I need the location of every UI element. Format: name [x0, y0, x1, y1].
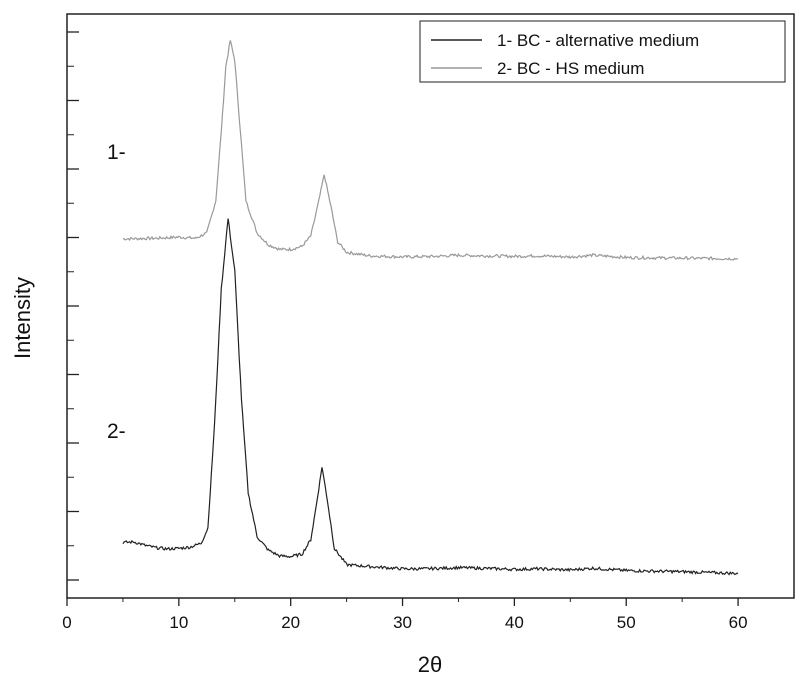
x-tick-label: 50	[617, 613, 636, 632]
legend-label-1: 1- BC - alternative medium	[497, 31, 699, 50]
legend: 1- BC - alternative medium 2- BC - HS me…	[419, 20, 786, 83]
y-axis-label: Intensity	[10, 277, 35, 359]
x-tick-label: 20	[281, 613, 300, 632]
y-axis-ticks	[67, 31, 79, 581]
series-layer	[122, 40, 739, 576]
x-axis-label: 2θ	[418, 652, 442, 677]
x-tick-label: 40	[505, 613, 524, 632]
annotation-series-1: 1-	[107, 141, 126, 164]
x-axis-ticks: 0 10 20 30 40 50 60	[62, 598, 748, 632]
legend-box	[419, 20, 786, 83]
x-tick-label: 0	[62, 613, 71, 632]
legend-label-2: 2- BC - HS medium	[497, 59, 644, 78]
annotation-series-2: 2-	[107, 420, 126, 443]
x-tick-label: 10	[169, 613, 188, 632]
x-tick-label: 60	[729, 613, 748, 632]
x-tick-label: 30	[393, 613, 412, 632]
series-line	[122, 218, 739, 576]
series-line	[122, 40, 739, 261]
plot-frame	[66, 13, 795, 599]
